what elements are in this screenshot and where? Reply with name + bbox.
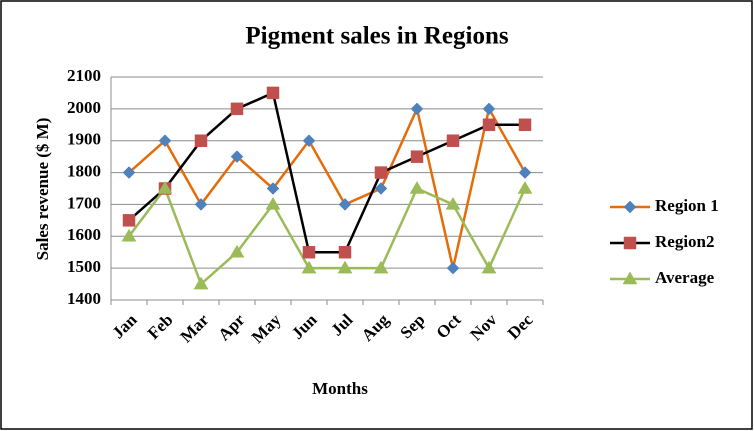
data-point: [121, 228, 137, 242]
data-point: [230, 150, 244, 163]
data-point: [230, 102, 244, 116]
legend-marker: [623, 200, 637, 214]
y-tick-label: 1900: [67, 130, 101, 149]
data-point: [410, 102, 424, 116]
data-point: [194, 134, 208, 147]
data-point: [446, 134, 460, 147]
legend-marker: [623, 236, 637, 250]
legend-marker: [622, 271, 638, 285]
data-point: [482, 118, 496, 132]
data-point: [373, 260, 389, 274]
data-point: [302, 245, 316, 259]
data-point: [409, 181, 425, 194]
data-point: [157, 181, 173, 194]
data-point: [337, 260, 353, 274]
data-point: [266, 86, 280, 100]
data-point: [122, 166, 136, 179]
y-tick-label: 2100: [67, 66, 101, 85]
data-point: [482, 102, 496, 116]
y-tick-label: 1600: [67, 225, 101, 244]
legend-label: Region 1: [655, 196, 719, 215]
data-point: [445, 196, 461, 210]
data-point: [301, 260, 317, 274]
y-tick-label: 2000: [67, 98, 101, 117]
y-tick-label: 1400: [67, 289, 101, 308]
data-point: [229, 244, 245, 258]
series-line: [128, 104, 527, 269]
data-point: [410, 150, 424, 163]
chart-title: Pigment sales in Regions: [245, 23, 508, 50]
data-point: [338, 245, 352, 259]
data-point: [194, 198, 208, 211]
series-line: [128, 185, 527, 287]
data-point: [517, 181, 533, 194]
legend-label: Average: [655, 268, 715, 287]
data-point: [338, 198, 352, 211]
data-point: [374, 182, 388, 195]
y-axis-title: Sales revenue ($ M): [33, 118, 52, 261]
y-tick-label: 1500: [67, 257, 101, 276]
data-point: [158, 134, 172, 148]
y-tick-label: 1700: [67, 193, 101, 212]
data-point: [302, 134, 316, 148]
y-tick-label: 1800: [67, 161, 101, 180]
data-point: [481, 260, 497, 274]
data-point: [122, 214, 136, 227]
data-point: [446, 261, 460, 275]
legend-label: Region2: [655, 232, 715, 251]
x-axis-title: Months: [312, 379, 368, 398]
data-point: [374, 166, 388, 179]
data-point: [265, 196, 281, 210]
data-point: [518, 166, 532, 179]
data-point: [518, 118, 532, 132]
data-point: [266, 182, 280, 195]
data-point: [193, 276, 209, 290]
